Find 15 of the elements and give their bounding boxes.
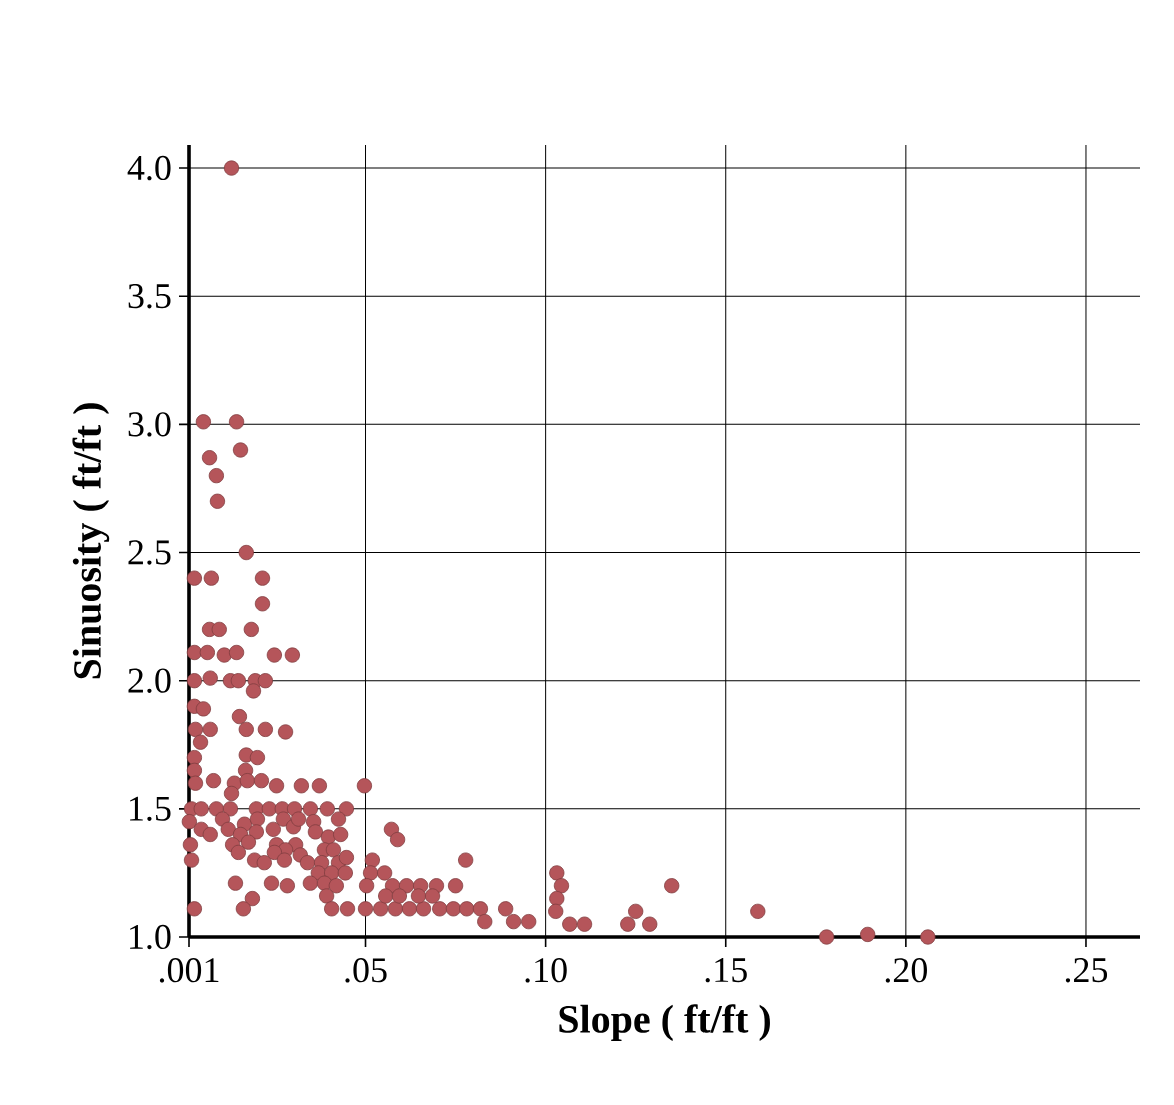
x-tick-label: .15	[705, 958, 747, 983]
x-tick-label: .20	[885, 958, 927, 983]
x-tick-label: .25	[1065, 958, 1108, 983]
y-axis-title: Sinuosity ( ft/ft )	[72, 403, 110, 679]
y-tick-label: 2.0	[128, 668, 171, 693]
y-tick-label: 1.5	[130, 796, 171, 821]
y-tick-label: 1.0	[130, 924, 171, 950]
x-axis-title: Slope ( ft/ft )	[559, 1004, 770, 1041]
y-tick-label: 3.0	[128, 412, 171, 437]
x-tick-label: .001	[159, 958, 219, 983]
y-tick-label: 3.5	[128, 284, 171, 309]
y-tick-label: 4.0	[127, 155, 171, 181]
y-tick-label: 2.5	[128, 540, 171, 565]
x-tick-label: .10	[525, 958, 567, 983]
x-tick-label: .05	[345, 958, 387, 983]
